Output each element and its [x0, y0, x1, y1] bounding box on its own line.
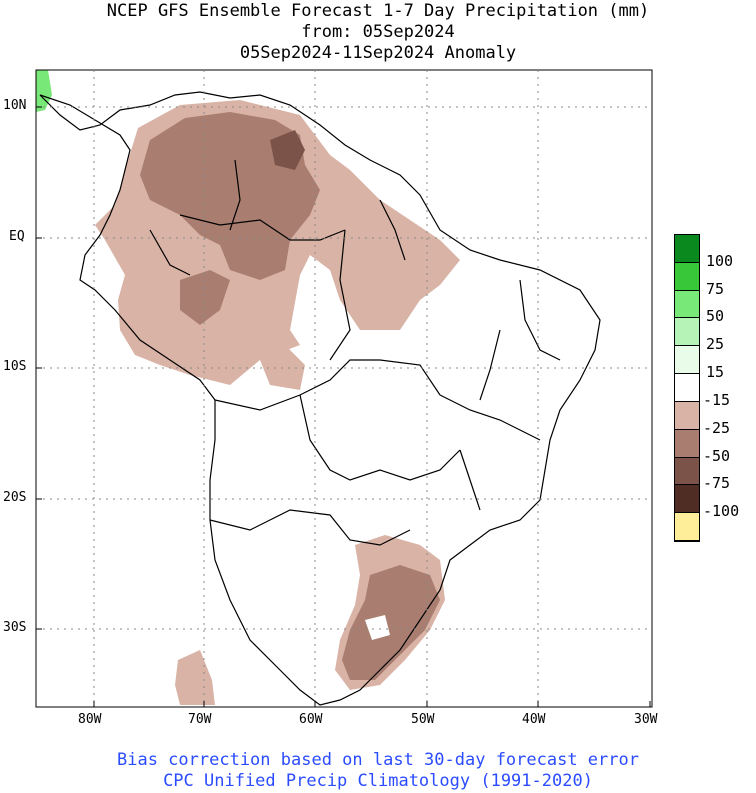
lon-label-60w: 60W [299, 712, 323, 727]
legend-swatch [675, 513, 699, 541]
positive-anomaly-area [36, 70, 52, 112]
lat-label-20s: 20S [3, 490, 27, 505]
forecast-date: from: 05Sep2024 [301, 22, 455, 42]
lon-label-30w: 30W [634, 712, 658, 727]
legend-swatch [675, 457, 699, 486]
lat-label-30s: 30S [3, 620, 27, 635]
legend-label: -75 [703, 474, 731, 493]
legend-label: 25 [706, 335, 725, 354]
lon-label-40w: 40W [522, 712, 546, 727]
legend-label: -50 [703, 446, 731, 465]
legend-label: -25 [703, 418, 731, 437]
lon-label-70w: 70W [188, 712, 212, 727]
bias-correction-note: Bias correction based on last 30-day for… [117, 750, 639, 770]
anomaly-shading [95, 100, 460, 705]
lon-label-50w: 50W [411, 712, 435, 727]
lat-lon-grid [36, 70, 652, 707]
climatology-note: CPC Unified Precip Climatology (1991-202… [163, 771, 593, 791]
lon-label-80w: 80W [78, 712, 102, 727]
map-frame [35, 69, 653, 708]
legend-swatch [675, 485, 699, 514]
legend-swatch [675, 235, 699, 263]
legend-label: -100 [703, 502, 740, 521]
legend-label: -15 [703, 390, 731, 409]
legend-label: 100 [706, 251, 734, 270]
map-title: NCEP GFS Ensemble Forecast 1-7 Day Preci… [106, 1, 650, 21]
legend-swatch [675, 429, 699, 458]
legend-label: 75 [706, 279, 725, 298]
anomaly-period: 05Sep2024-11Sep2024 Anomaly [239, 43, 517, 63]
legend-swatch [675, 346, 699, 375]
legend-swatch [675, 262, 699, 291]
legend-swatch [675, 401, 699, 430]
lat-label-eq: EQ [9, 229, 25, 244]
coastline [39, 91, 601, 706]
legend-swatch [675, 374, 699, 402]
legend-label: 50 [706, 307, 725, 326]
lat-label-10n: 10N [3, 98, 27, 113]
legend-swatch [675, 318, 699, 347]
legend-label: 15 [706, 363, 725, 382]
legend-swatch [675, 290, 699, 319]
lat-label-10s: 10S [3, 359, 27, 374]
color-legend [674, 234, 700, 542]
